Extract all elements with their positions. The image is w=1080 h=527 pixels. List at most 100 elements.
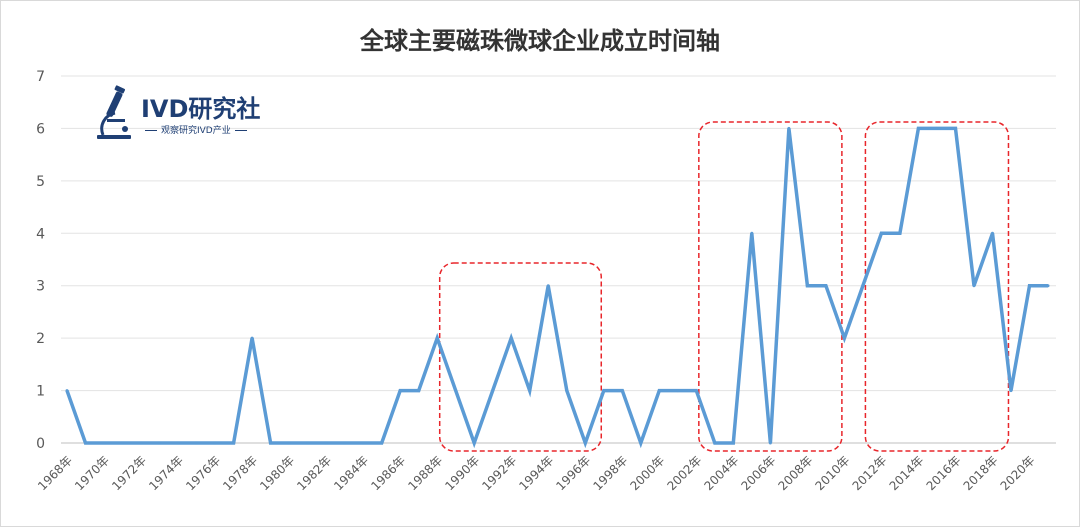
data-point <box>842 336 846 340</box>
data-point <box>195 441 199 445</box>
data-point <box>1027 284 1031 288</box>
data-point <box>287 441 291 445</box>
data-point <box>306 441 310 445</box>
y-tick-label: 0 <box>36 436 45 452</box>
data-point <box>787 126 791 130</box>
data-point <box>417 389 421 393</box>
logo-tagline-text: 观察研究IVD产业 <box>161 126 231 136</box>
data-point <box>916 126 920 130</box>
highlight-box <box>698 121 843 452</box>
x-tick-label: 1970年 <box>72 453 112 493</box>
data-point <box>805 284 809 288</box>
x-axis: 1968年1970年1972年1974年1976年1978年1980年1982年… <box>35 453 1037 493</box>
data-point <box>898 231 902 235</box>
data-point <box>750 231 754 235</box>
y-axis: 0 1 2 3 4 5 6 7 <box>36 69 45 452</box>
data-point <box>972 284 976 288</box>
x-tick-label: 1978年 <box>220 453 260 493</box>
data-point <box>343 441 347 445</box>
x-tick-label: 1998年 <box>590 453 630 493</box>
x-tick-label: 1980年 <box>257 453 297 493</box>
logo-tagline: 观察研究IVD产业 <box>141 123 251 136</box>
data-point <box>380 441 384 445</box>
data-point <box>472 441 476 445</box>
x-tick-label: 2016年 <box>924 453 964 493</box>
data-point <box>824 284 828 288</box>
y-tick-label: 5 <box>36 174 45 190</box>
microscope-icon <box>97 85 131 139</box>
data-point <box>435 336 439 340</box>
data-point <box>250 336 254 340</box>
data-point <box>269 441 273 445</box>
data-point <box>176 441 180 445</box>
series-line <box>65 126 1048 449</box>
data-point <box>546 284 550 288</box>
y-tick-label: 1 <box>36 384 45 400</box>
highlight-box <box>438 262 603 452</box>
x-tick-label: 2018年 <box>961 453 1001 493</box>
x-tick-label: 1994年 <box>516 453 556 493</box>
data-point <box>935 126 939 130</box>
y-tick-label: 4 <box>36 226 45 242</box>
data-point <box>768 441 772 445</box>
data-point <box>657 389 661 393</box>
x-tick-label: 2002年 <box>664 453 704 493</box>
x-tick-label: 2004年 <box>701 453 741 493</box>
data-point <box>454 389 458 393</box>
data-point <box>361 441 365 445</box>
x-tick-label: 1972年 <box>109 453 149 493</box>
data-point <box>1009 389 1013 393</box>
data-point <box>639 441 643 445</box>
y-tick-label: 3 <box>36 279 45 295</box>
x-tick-label: 1986年 <box>368 453 408 493</box>
x-tick-label: 2006年 <box>738 453 778 493</box>
data-point <box>953 126 957 130</box>
x-tick-label: 1982年 <box>294 453 334 493</box>
data-point <box>121 441 125 445</box>
chart-title: 全球主要磁珠微球企业成立时间轴 <box>360 27 720 55</box>
brand-logo: IVD研究社 观察研究IVD产业 <box>93 85 273 145</box>
data-point <box>232 441 236 445</box>
logo-name: IVD研究社 <box>141 95 261 123</box>
highlight-box <box>864 121 1010 452</box>
x-tick-label: 1968年 <box>35 453 75 493</box>
y-tick-label: 2 <box>36 331 45 347</box>
data-point <box>602 389 606 393</box>
data-point <box>676 389 680 393</box>
data-point <box>398 389 402 393</box>
series-group <box>65 126 1050 449</box>
data-point <box>694 389 698 393</box>
x-tick-label: 1988年 <box>405 453 445 493</box>
data-point <box>861 284 865 288</box>
data-point <box>731 441 735 445</box>
data-point <box>102 441 106 445</box>
x-tick-label: 2020年 <box>998 453 1038 493</box>
x-tick-label: 1990年 <box>442 453 482 493</box>
data-point <box>620 389 624 393</box>
data-point <box>65 389 69 393</box>
x-tick-label: 1984年 <box>331 453 371 493</box>
y-tick-label: 7 <box>36 69 45 85</box>
x-tick-label: 1996年 <box>553 453 593 493</box>
data-point <box>324 441 328 445</box>
x-tick-label: 1974年 <box>146 453 186 493</box>
x-tick-label: 2010年 <box>813 453 853 493</box>
data-point <box>1046 284 1050 288</box>
x-tick-label: 2014年 <box>887 453 927 493</box>
x-tick-label: 1992年 <box>479 453 519 493</box>
y-tick-label: 6 <box>36 121 45 137</box>
x-tick-label: 2012年 <box>850 453 890 493</box>
data-point <box>879 231 883 235</box>
data-point <box>491 389 495 393</box>
x-tick-label: 2000年 <box>627 453 667 493</box>
data-point <box>528 389 532 393</box>
data-point <box>158 441 162 445</box>
x-tick-label: 1976年 <box>183 453 223 493</box>
highlight-boxes <box>438 121 1010 452</box>
data-point <box>565 389 569 393</box>
data-point <box>713 441 717 445</box>
data-point <box>139 441 143 445</box>
data-point <box>509 336 513 340</box>
data-point <box>990 231 994 235</box>
